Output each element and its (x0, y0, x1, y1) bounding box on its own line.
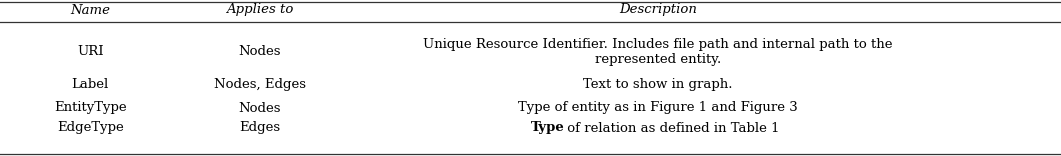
Text: EdgeType: EdgeType (57, 122, 123, 134)
Text: Edges: Edges (240, 122, 280, 134)
Text: of relation as defined in Table 1: of relation as defined in Table 1 (562, 122, 779, 134)
Text: Type: Type (530, 122, 564, 134)
Text: EntityType: EntityType (54, 102, 126, 115)
Text: Type of entity as in Figure 1 and Figure 3: Type of entity as in Figure 1 and Figure… (518, 102, 798, 115)
Text: Label: Label (71, 78, 109, 92)
Text: Nodes: Nodes (239, 46, 281, 58)
Text: Nodes: Nodes (239, 102, 281, 115)
Text: Text to show in graph.: Text to show in graph. (584, 78, 732, 92)
Text: Applies to: Applies to (226, 3, 294, 17)
Text: URI: URI (76, 46, 104, 58)
Text: Description: Description (619, 3, 697, 17)
Text: Nodes, Edges: Nodes, Edges (214, 78, 306, 92)
Text: Name: Name (70, 3, 110, 17)
Text: Unique Resource Identifier. Includes file path and internal path to the
represen: Unique Resource Identifier. Includes fil… (423, 38, 892, 66)
